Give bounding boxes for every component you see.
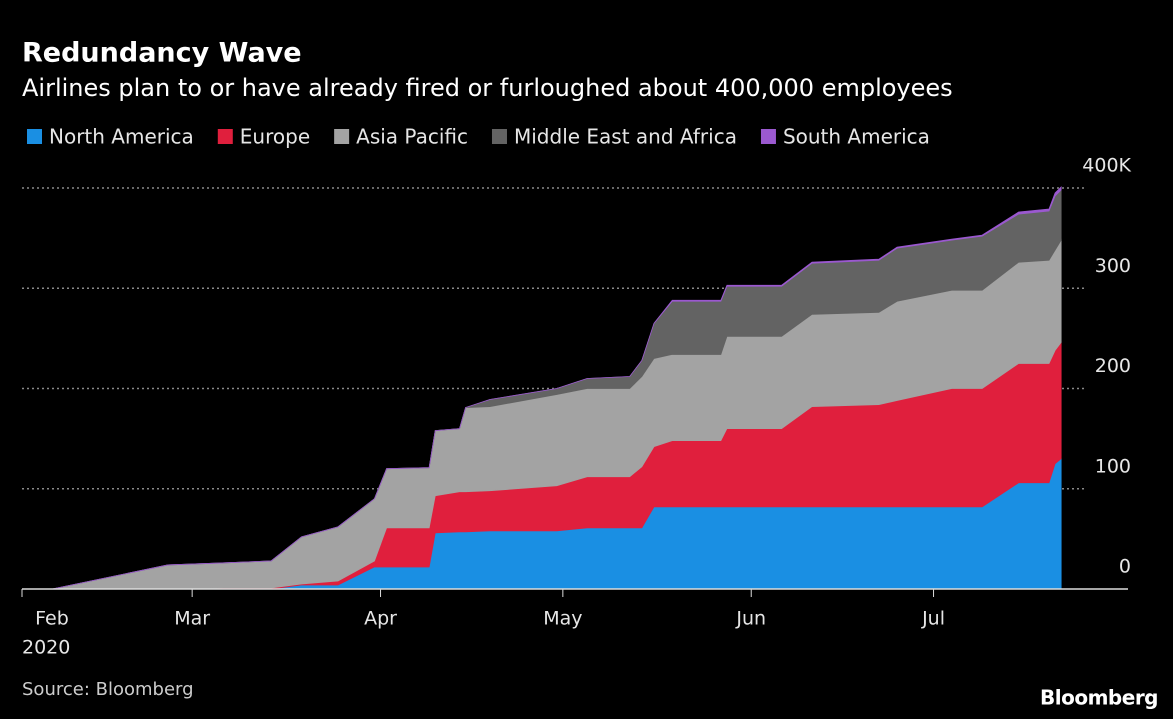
chart-subtitle: Airlines plan to or have already fired o… <box>22 74 953 102</box>
x-tick-label: May <box>543 608 582 630</box>
x-tick-label: Apr <box>364 608 397 630</box>
y-tick-label: 200 <box>1095 355 1131 377</box>
x-tick-label: Feb <box>35 608 69 630</box>
legend-label: Middle East and Africa <box>514 125 737 149</box>
area <box>52 186 1062 590</box>
x-tick-label: Mar <box>174 608 210 630</box>
legend-label: Europe <box>240 125 310 149</box>
y-tick-label: 300 <box>1095 255 1131 277</box>
legend-label: Asia Pacific <box>356 125 468 149</box>
legend-swatch <box>217 129 233 144</box>
year-label: 2020 <box>22 637 70 659</box>
legend-swatch <box>334 129 350 144</box>
x-tick-label: Jun <box>735 608 766 630</box>
brand: Bloomberg <box>1040 686 1158 710</box>
y-tick-label: 0 <box>1119 556 1131 578</box>
legend-label: North America <box>49 125 194 149</box>
legend-swatch <box>760 129 776 144</box>
x-tick-label: Jul <box>921 608 945 630</box>
legend-label: South America <box>783 125 930 149</box>
legend-swatch <box>27 129 42 144</box>
y-tick-label: 100 <box>1095 455 1131 477</box>
chart-title: Redundancy Wave <box>22 38 302 69</box>
y-tick-label: 400K <box>1082 155 1131 177</box>
source: Source: Bloomberg <box>22 679 194 700</box>
legend-swatch <box>491 129 507 144</box>
